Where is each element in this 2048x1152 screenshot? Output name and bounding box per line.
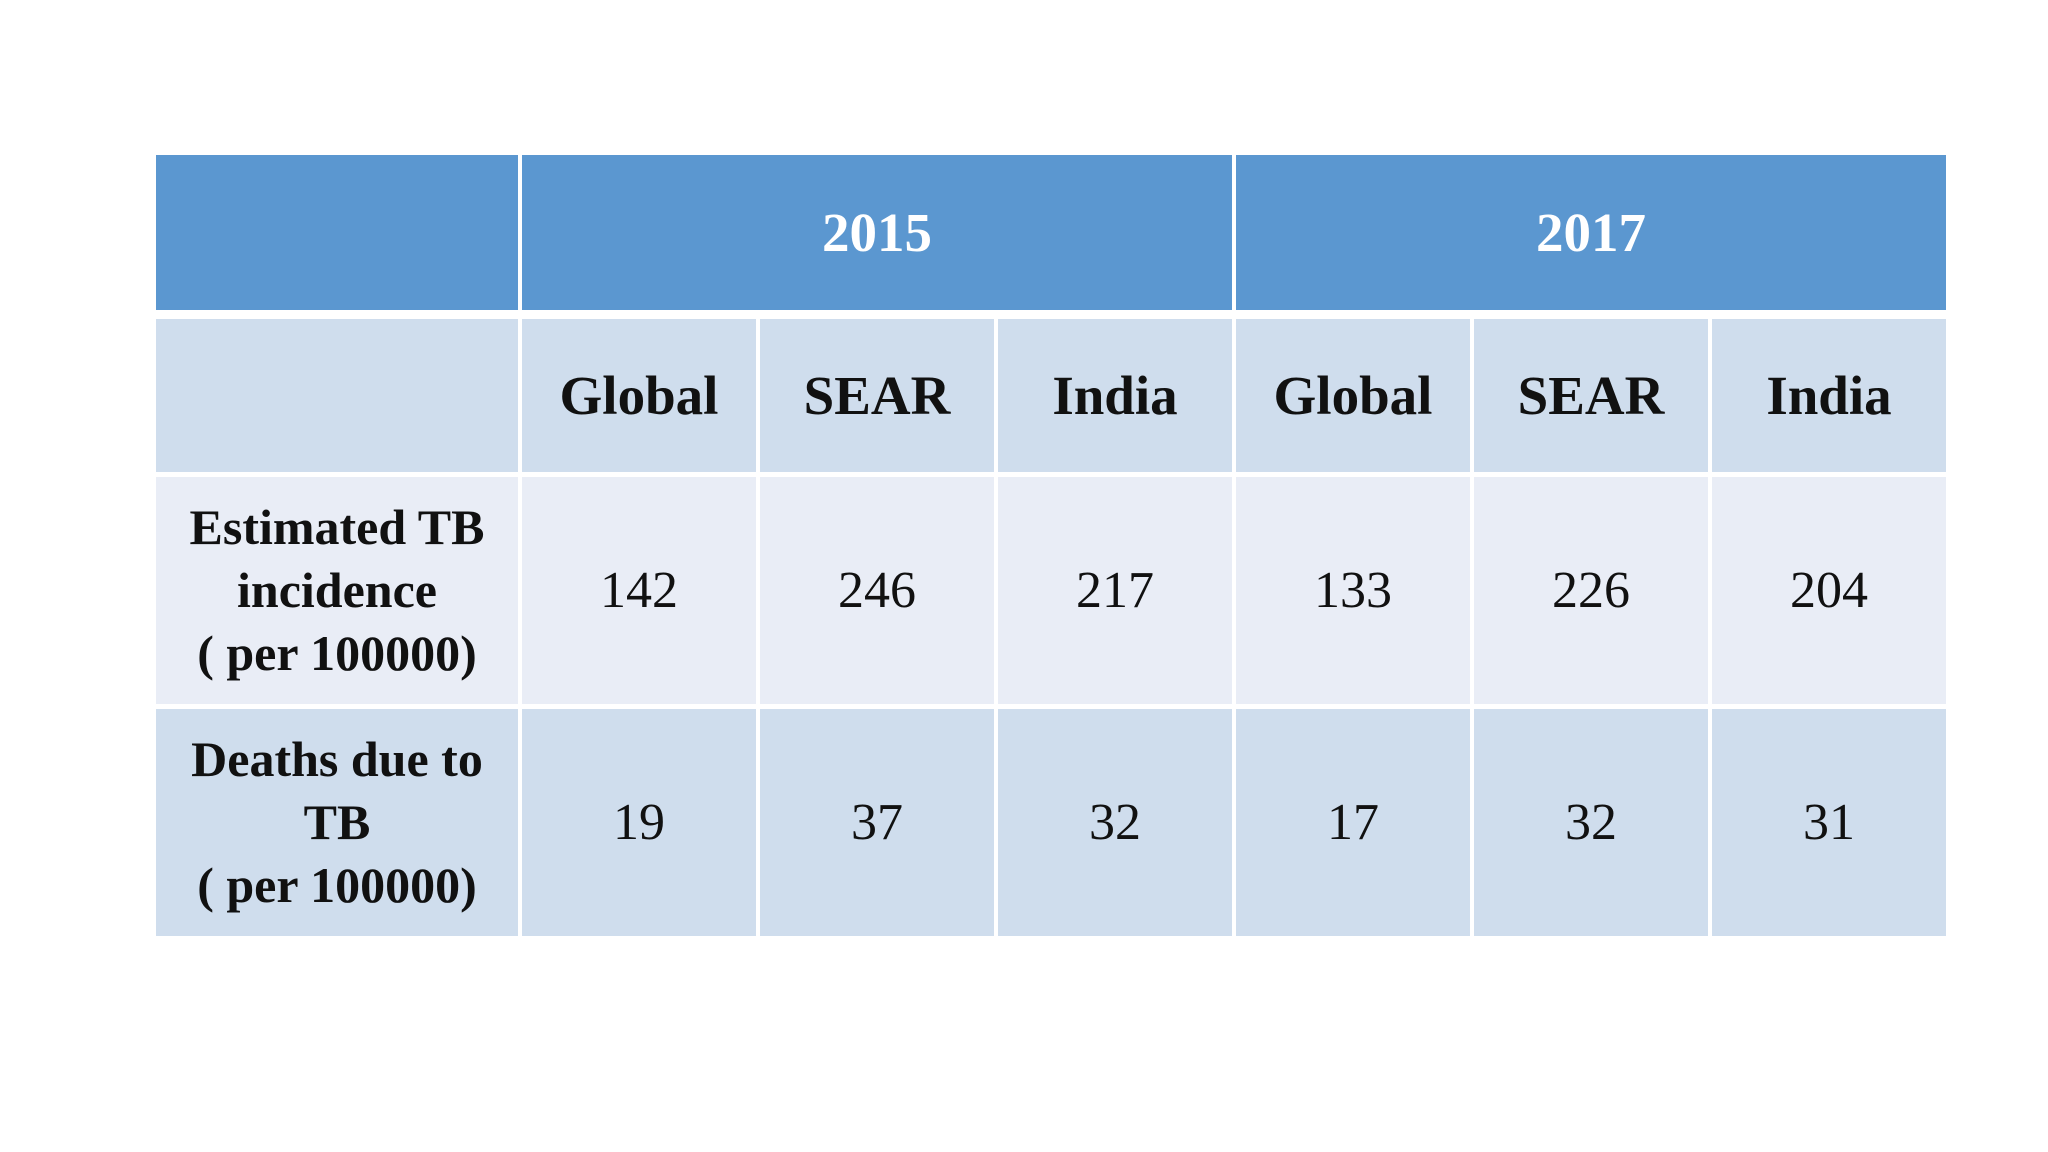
column-header-global-2017: Global (1236, 319, 1470, 472)
column-header-sear-2015: SEAR (760, 319, 994, 472)
row-label-tb-deaths: Deaths due to TB ( per 100000) (156, 709, 518, 936)
cell-incidence-global-2017: 133 (1236, 477, 1470, 704)
cell-deaths-global-2015: 19 (522, 709, 756, 936)
corner-cell (156, 155, 518, 310)
subheader-empty-cell (156, 319, 518, 472)
year-header-2015: 2015 (522, 155, 1232, 310)
cell-incidence-sear-2015: 246 (760, 477, 994, 704)
row-label-tb-incidence: Estimated TB incidence ( per 100000) (156, 477, 518, 704)
cell-deaths-india-2017: 31 (1712, 709, 1946, 936)
cell-deaths-india-2015: 32 (998, 709, 1232, 936)
column-header-global-2015: Global (522, 319, 756, 472)
column-header-india-2015: India (998, 319, 1232, 472)
column-header-india-2017: India (1712, 319, 1946, 472)
year-header-2017: 2017 (1236, 155, 1946, 310)
cell-incidence-india-2015: 217 (998, 477, 1232, 704)
cell-incidence-india-2017: 204 (1712, 477, 1946, 704)
cell-deaths-sear-2015: 37 (760, 709, 994, 936)
tb-statistics-table: 2015 2017 Global SEAR India Global SEAR … (156, 155, 1946, 936)
column-header-sear-2017: SEAR (1474, 319, 1708, 472)
cell-incidence-global-2015: 142 (522, 477, 756, 704)
cell-deaths-global-2017: 17 (1236, 709, 1470, 936)
cell-incidence-sear-2017: 226 (1474, 477, 1708, 704)
cell-deaths-sear-2017: 32 (1474, 709, 1708, 936)
